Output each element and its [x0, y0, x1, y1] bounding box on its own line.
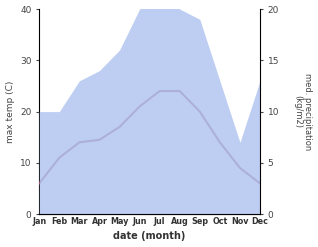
- X-axis label: date (month): date (month): [114, 231, 186, 242]
- Y-axis label: med. precipitation
(kg/m2): med. precipitation (kg/m2): [293, 73, 313, 150]
- Y-axis label: max temp (C): max temp (C): [5, 80, 15, 143]
